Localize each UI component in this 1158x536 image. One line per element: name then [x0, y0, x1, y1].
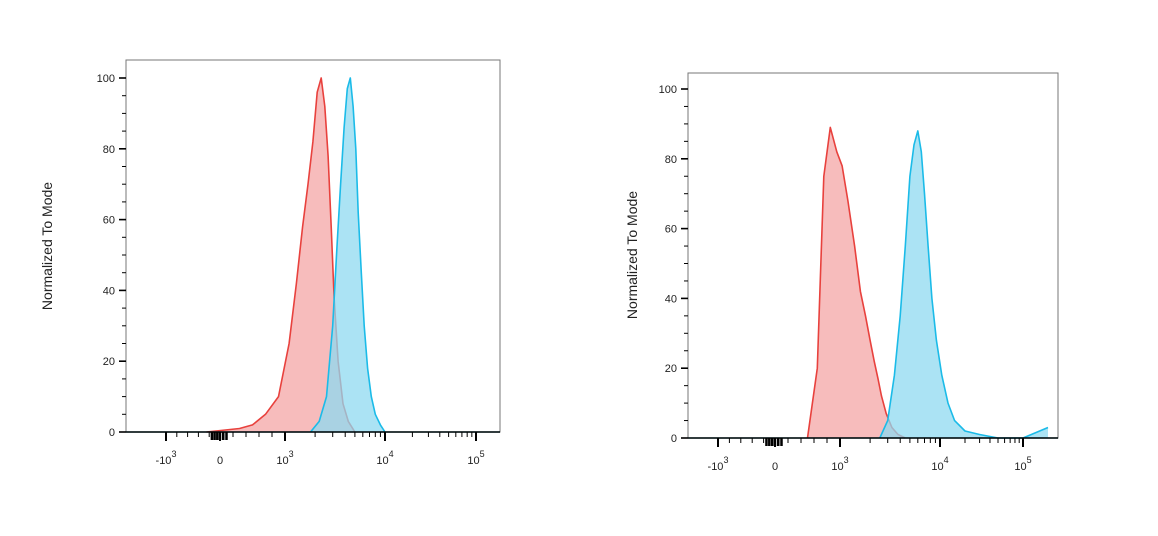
histogram-blue-area [879, 130, 1048, 438]
x-tick-label: -103 [156, 449, 177, 467]
histogram-red-area [807, 127, 906, 439]
x-tick-label: 105 [467, 449, 484, 467]
histogram-blue-line [309, 77, 386, 433]
x-tick-label: 103 [831, 455, 848, 473]
y-axis-title: Normalized To Mode [39, 182, 55, 310]
x-tick-label: -103 [708, 455, 729, 473]
chart-panel-2: 0 20 40 60 80 100 -103 0 103 104 105 Normalized To … [624, 72, 1059, 473]
y-tick-label: 40 [103, 285, 115, 297]
x-tick-label: 0 [772, 461, 778, 473]
y-tick-label: 80 [665, 154, 677, 166]
x-tick-label: 105 [1014, 455, 1031, 473]
histogram-blue-area [310, 78, 385, 432]
y-tick-label: 60 [665, 224, 677, 236]
y-tick-label: 0 [109, 427, 115, 439]
y-tick-label: 80 [103, 144, 115, 156]
x-tick-label: 104 [931, 455, 948, 473]
y-axis-title: Normalized To Mode [624, 191, 640, 319]
y-tick-label: 0 [671, 433, 677, 445]
x-tick-label: 103 [276, 449, 293, 467]
y-tick-label: 100 [97, 73, 115, 85]
y-tick-label: 60 [103, 215, 115, 227]
histogram-red-area [206, 78, 355, 432]
x-tick-label: 104 [376, 449, 393, 467]
y-tick-label: 100 [659, 84, 677, 96]
histogram-red-line [806, 126, 906, 439]
x-tick-label: 0 [217, 455, 223, 467]
y-tick-label: 20 [103, 356, 115, 368]
y-tick-label: 20 [665, 363, 677, 375]
chart-panel-1: 0 20 40 60 80 100 -103 0 103 104 105 Normalized To … [39, 59, 501, 467]
histogram-blue-line [879, 130, 1049, 439]
y-tick-label: 40 [665, 293, 677, 305]
